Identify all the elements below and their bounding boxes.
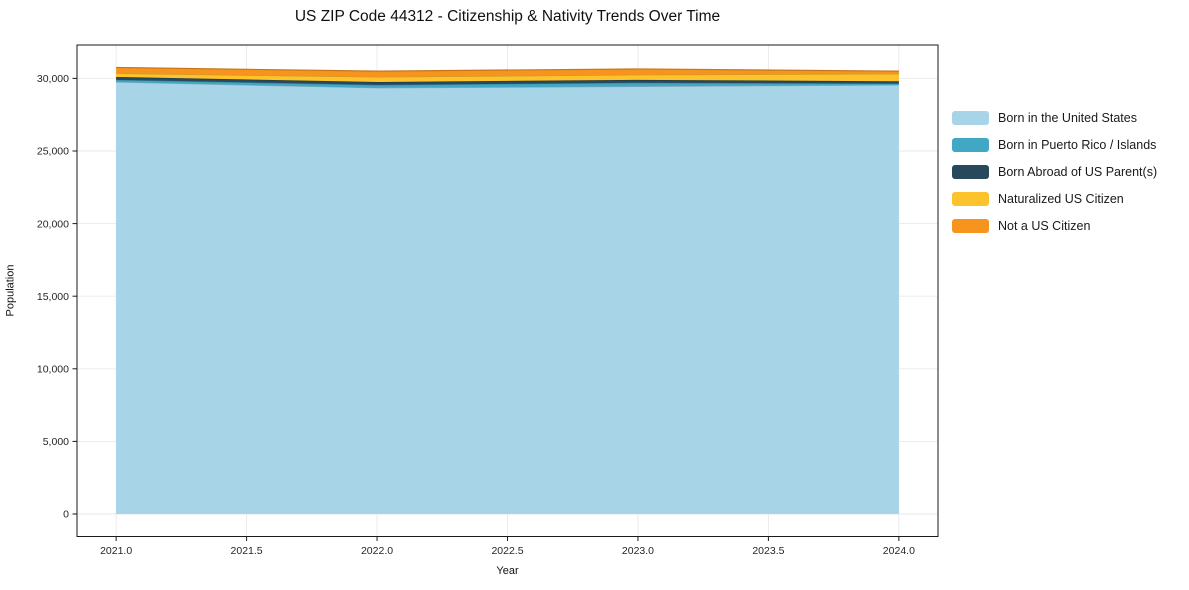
legend-item: Naturalized US Citizen — [952, 185, 1157, 212]
area-series-3 — [116, 73, 899, 83]
legend-swatch — [952, 164, 989, 179]
y-tick-label: 10,000 — [37, 363, 69, 375]
x-tick-label: 2023.5 — [752, 545, 784, 557]
x-tick-label: 2021.5 — [231, 545, 263, 557]
legend-label: Born Abroad of US Parent(s) — [998, 164, 1158, 179]
legend-label: Not a US Citizen — [998, 218, 1091, 233]
y-tick-label: 25,000 — [37, 146, 69, 158]
area-series-0-edge — [116, 81, 899, 89]
legend-item: Not a US Citizen — [952, 212, 1157, 239]
y-tick-label: 30,000 — [37, 73, 69, 85]
area-series-0 — [116, 82, 899, 514]
legend-label: Born in the United States — [998, 110, 1137, 125]
y-tick-label: 5,000 — [43, 436, 69, 448]
y-tick-label: 20,000 — [37, 218, 69, 230]
legend: Born in the United States Born in Puerto … — [952, 104, 1157, 239]
chart-title: US ZIP Code 44312 - Citizenship & Nativi… — [294, 8, 721, 25]
legend-swatch — [952, 218, 989, 233]
x-tick-label: 2021.0 — [100, 545, 132, 557]
area-series-4-edge — [116, 66, 899, 72]
legend-swatch — [952, 110, 989, 125]
legend-label: Born in Puerto Rico / Islands — [998, 137, 1157, 152]
x-axis-label: Year — [496, 565, 519, 577]
legend-label: Naturalized US Citizen — [998, 191, 1124, 206]
area-series-2-edge — [116, 76, 899, 83]
legend-item: Born Abroad of US Parent(s) — [952, 158, 1157, 185]
x-tick-label: 2023.0 — [622, 545, 654, 557]
y-tick-label: 0 — [63, 509, 69, 521]
area-series-1 — [116, 79, 899, 88]
x-tick-label: 2022.5 — [491, 545, 523, 557]
x-tick-label: 2022.0 — [361, 545, 393, 557]
legend-swatch — [952, 137, 989, 152]
y-axis-label: Population — [4, 264, 17, 317]
y-tick-label: 15,000 — [37, 291, 69, 303]
legend-swatch — [952, 191, 989, 206]
x-tick-label: 2024.0 — [883, 545, 915, 557]
legend-item: Born in Puerto Rico / Islands — [952, 131, 1157, 158]
legend-item: Born in the United States — [952, 104, 1157, 131]
